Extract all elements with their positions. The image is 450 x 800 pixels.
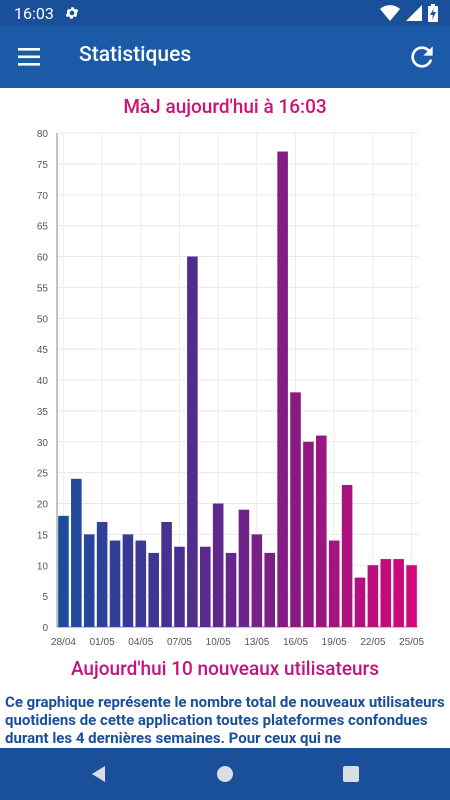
status-bar: 16:03 <box>0 0 450 26</box>
bar-10/05 <box>212 503 224 627</box>
app-bar: Statistiques <box>0 26 450 88</box>
y-tick-label: 80 <box>37 129 49 140</box>
bar-12/05 <box>238 509 250 627</box>
x-tick-label: 04/05 <box>128 637 153 648</box>
bar-28/04 <box>58 515 69 627</box>
bar-18/05 <box>316 435 327 627</box>
battery-charging-icon <box>428 4 438 22</box>
bar-21/05 <box>354 577 366 627</box>
hamburger-menu-icon[interactable] <box>14 43 46 71</box>
bar-11/05 <box>225 552 237 627</box>
x-tick-label: 10/05 <box>206 637 231 648</box>
bar-07/05 <box>174 546 185 627</box>
y-tick-label: 40 <box>37 376 49 387</box>
bar-17/05 <box>303 441 314 627</box>
bar-14/05 <box>264 552 276 627</box>
bar-29/04 <box>71 478 82 627</box>
y-tick-label: 65 <box>37 222 49 233</box>
bar-23/05 <box>380 559 392 627</box>
update-timestamp: MàJ aujourd'hui à 16:03 <box>123 95 327 118</box>
bar-04/05 <box>135 540 147 627</box>
wifi-icon <box>380 5 400 21</box>
y-tick-label: 45 <box>37 345 49 356</box>
x-tick-label: 01/05 <box>90 637 115 648</box>
bar-16/05 <box>290 392 301 627</box>
bar-22/05 <box>367 565 379 627</box>
x-tick-label: 28/04 <box>51 637 76 648</box>
bar-30/04 <box>83 534 95 627</box>
y-tick-label: 5 <box>42 592 48 603</box>
new-users-bar-chart: 0 5 10 15 20 25 30 35 40 45 50 55 60 65 70 75 80 28/04 01/… <box>37 129 425 648</box>
back-icon[interactable] <box>87 762 111 786</box>
bar-01/05 <box>96 522 108 627</box>
bar-15/05 <box>277 151 288 627</box>
y-tick-label: 35 <box>37 407 49 418</box>
bar-06/05 <box>161 522 172 627</box>
y-tick-label: 15 <box>37 530 49 541</box>
bar-02/05 <box>109 540 121 627</box>
today-summary: Aujourd'hui 10 nouveaux utilisateurs <box>70 657 380 680</box>
bar-08/05 <box>187 256 198 627</box>
status-time: 16:03 <box>14 4 54 23</box>
y-tick-label: 20 <box>37 500 49 511</box>
bar-24/05 <box>393 559 404 627</box>
y-tick-label: 55 <box>37 283 49 294</box>
y-tick-label: 10 <box>37 561 49 572</box>
bar-03/05 <box>122 534 134 627</box>
bar-20/05 <box>341 484 353 627</box>
status-icons <box>380 4 438 22</box>
home-icon[interactable] <box>213 762 237 786</box>
bar-05/05 <box>148 552 159 627</box>
recent-apps-icon[interactable] <box>339 762 363 786</box>
gear-icon <box>65 7 79 19</box>
x-tick-label: 22/05 <box>360 637 385 648</box>
bar-13/05 <box>251 534 263 627</box>
y-tick-label: 60 <box>37 253 49 264</box>
bar-19/05 <box>328 540 340 627</box>
y-tick-label: 0 <box>42 623 48 634</box>
y-tick-label: 25 <box>37 469 49 480</box>
page-title: Statistiques <box>79 43 192 67</box>
bar-09/05 <box>199 546 211 627</box>
y-tick-label: 75 <box>37 160 49 171</box>
chart-description: Ce graphique représente le nombre total … <box>5 693 445 747</box>
x-tick-label: 25/05 <box>399 637 424 648</box>
y-tick-label: 70 <box>37 191 49 202</box>
y-tick-label: 30 <box>37 438 49 449</box>
signal-icon <box>406 5 422 21</box>
bar-25/05 <box>406 565 417 627</box>
x-tick-label: 07/05 <box>167 637 192 648</box>
y-tick-label: 50 <box>37 314 49 325</box>
x-tick-label: 13/05 <box>244 637 269 648</box>
navigation-bar <box>0 748 450 800</box>
x-tick-label: 16/05 <box>283 637 308 648</box>
refresh-icon[interactable] <box>406 41 438 73</box>
x-tick-label: 19/05 <box>322 637 347 648</box>
